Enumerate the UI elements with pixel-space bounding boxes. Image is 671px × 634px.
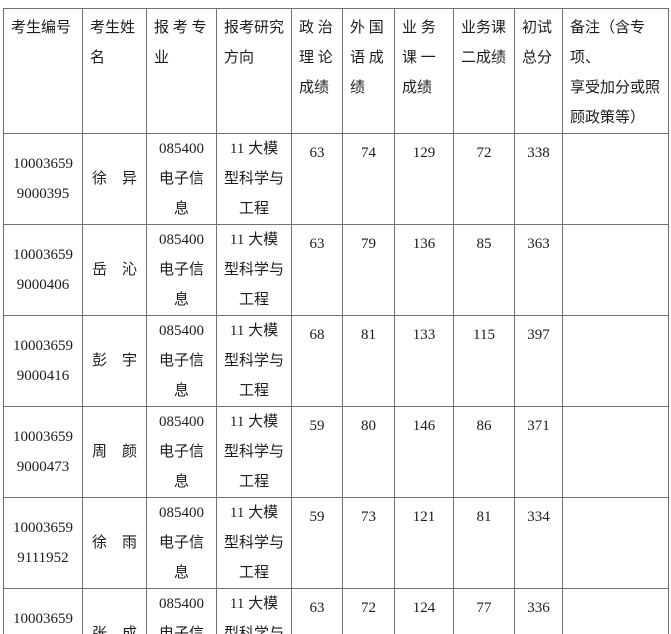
cell-total-score: 336 (514, 588, 563, 634)
cell-applied-major: 085400 电子信 息 (146, 497, 217, 589)
cell-research-direction: 11 大模 型科学与 工程 (216, 133, 292, 225)
cell-candidate-name: 张 成 (82, 588, 147, 634)
cell-total-score: 338 (514, 133, 563, 225)
header-applied-major: 报 考 专 业 (146, 8, 217, 134)
cell-applied-major: 085400 电子信 息 (146, 406, 217, 498)
cell-candidate-id: 10003659 9000406 (3, 224, 83, 316)
cell-candidate-id: 10003659 9111960 (3, 588, 83, 634)
table-row: 10003659 9000473 周 颜 085400 电子信 息 11 大模 … (3, 406, 669, 498)
cell-course1-score: 133 (394, 315, 454, 407)
cell-candidate-id: 10003659 9000416 (3, 315, 83, 407)
cell-research-direction: 11 大模 型科学与 工程 (216, 497, 292, 589)
table-row: 10003659 9111952 徐 雨 085400 电子信 息 11 大模 … (3, 497, 669, 589)
header-foreign-language-score: 外 国 语 成 绩 (342, 8, 395, 134)
cell-total-score: 363 (514, 224, 563, 316)
cell-foreign-language-score: 80 (342, 406, 395, 498)
cell-foreign-language-score: 81 (342, 315, 395, 407)
cell-course2-score: 81 (453, 497, 515, 589)
header-remarks: 备注（含专项、 享受加分或照 顾政策等） (562, 8, 669, 134)
header-research-direction: 报考研究 方向 (216, 8, 292, 134)
cell-candidate-name: 徐 雨 (82, 497, 147, 589)
cell-research-direction: 11 大模 型科学与 工程 (216, 315, 292, 407)
cell-politics-score: 63 (291, 588, 343, 634)
header-politics-score: 政 治 理 论 成绩 (291, 8, 343, 134)
cell-total-score: 334 (514, 497, 563, 589)
header-course1-score: 业 务 课 一 成绩 (394, 8, 454, 134)
cell-foreign-language-score: 73 (342, 497, 395, 589)
header-course2-score: 业务课 二成绩 (453, 8, 515, 134)
cell-candidate-name: 徐 异 (82, 133, 147, 225)
cell-candidate-name: 岳 沁 (82, 224, 147, 316)
table-row: 10003659 9111960 张 成 085400 电子信 息 11 大模 … (3, 588, 669, 634)
cell-applied-major: 085400 电子信 息 (146, 133, 217, 225)
cell-politics-score: 63 (291, 224, 343, 316)
cell-course2-score: 72 (453, 133, 515, 225)
cell-remarks (562, 588, 669, 634)
cell-applied-major: 085400 电子信 息 (146, 588, 217, 634)
table-row: 10003659 9000416 彭 宇 085400 电子信 息 11 大模 … (3, 315, 669, 407)
cell-course1-score: 129 (394, 133, 454, 225)
cell-foreign-language-score: 79 (342, 224, 395, 316)
table-row: 10003659 9000406 岳 沁 085400 电子信 息 11 大模 … (3, 224, 669, 316)
cell-candidate-id: 10003659 9000473 (3, 406, 83, 498)
cell-research-direction: 11 大模 型科学与 工程 (216, 406, 292, 498)
cell-course2-score: 77 (453, 588, 515, 634)
cell-remarks (562, 133, 669, 225)
cell-course1-score: 136 (394, 224, 454, 316)
cell-course1-score: 121 (394, 497, 454, 589)
cell-politics-score: 59 (291, 406, 343, 498)
cell-politics-score: 63 (291, 133, 343, 225)
cell-applied-major: 085400 电子信 息 (146, 224, 217, 316)
cell-research-direction: 11 大模 型科学与 工程 (216, 224, 292, 316)
cell-course2-score: 115 (453, 315, 515, 407)
cell-remarks (562, 406, 669, 498)
header-candidate-id: 考生编号 (3, 8, 83, 134)
table-header-row: 考生编号 考生姓 名 报 考 专 业 报考研究 方向 政 治 理 论 成绩 外 … (3, 8, 669, 134)
cell-total-score: 371 (514, 406, 563, 498)
cell-politics-score: 59 (291, 497, 343, 589)
cell-remarks (562, 497, 669, 589)
cell-foreign-language-score: 72 (342, 588, 395, 634)
cell-total-score: 397 (514, 315, 563, 407)
cell-remarks (562, 315, 669, 407)
score-table: 考生编号 考生姓 名 报 考 专 业 报考研究 方向 政 治 理 论 成绩 外 … (3, 8, 669, 634)
cell-course2-score: 86 (453, 406, 515, 498)
cell-politics-score: 68 (291, 315, 343, 407)
header-candidate-name: 考生姓 名 (82, 8, 147, 134)
cell-candidate-id: 10003659 9111952 (3, 497, 83, 589)
cell-applied-major: 085400 电子信 息 (146, 315, 217, 407)
header-total-score: 初试 总分 (514, 8, 563, 134)
cell-course1-score: 124 (394, 588, 454, 634)
cell-course2-score: 85 (453, 224, 515, 316)
table-row: 10003659 9000395 徐 异 085400 电子信 息 11 大模 … (3, 133, 669, 225)
cell-candidate-name: 彭 宇 (82, 315, 147, 407)
cell-research-direction: 11 大模 型科学与 工程 (216, 588, 292, 634)
cell-candidate-name: 周 颜 (82, 406, 147, 498)
cell-foreign-language-score: 74 (342, 133, 395, 225)
cell-course1-score: 146 (394, 406, 454, 498)
cell-candidate-id: 10003659 9000395 (3, 133, 83, 225)
cell-remarks (562, 224, 669, 316)
